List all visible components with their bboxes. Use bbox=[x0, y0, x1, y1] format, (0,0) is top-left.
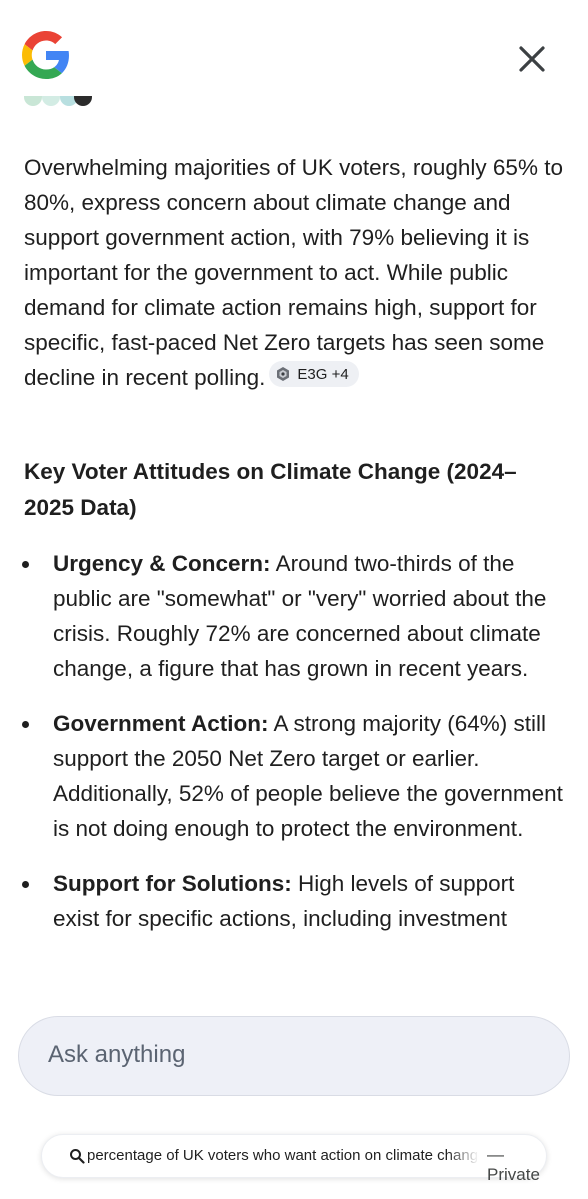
attitudes-list: Urgency & Concern: Around two-thirds of … bbox=[0, 546, 588, 956]
answer-content: Overwhelming majorities of UK voters, ro… bbox=[0, 110, 588, 998]
private-label: Private bbox=[487, 1165, 540, 1184]
list-item-title: Support for Solutions: bbox=[53, 871, 292, 896]
source-chip-label: E3G +4 bbox=[297, 365, 349, 383]
query-text: percentage of UK voters who want action … bbox=[87, 1147, 479, 1164]
google-g-icon[interactable] bbox=[22, 31, 70, 79]
header bbox=[0, 0, 588, 110]
source-avatars-remnant bbox=[22, 96, 92, 110]
ask-input-placeholder: Ask anything bbox=[48, 1041, 186, 1068]
e3g-logo-icon bbox=[277, 367, 290, 381]
private-mode-label: — Private bbox=[487, 1145, 546, 1185]
list-item: Urgency & Concern: Around two-thirds of … bbox=[0, 546, 588, 686]
answer-paragraph: Overwhelming majorities of UK voters, ro… bbox=[24, 150, 568, 395]
source-chip[interactable]: E3G +4 bbox=[269, 361, 359, 387]
query-bar[interactable]: percentage of UK voters who want action … bbox=[41, 1134, 547, 1184]
close-icon[interactable] bbox=[512, 39, 552, 79]
list-item-title: Government Action: bbox=[53, 711, 269, 736]
list-item: Government Action: A strong majority (64… bbox=[0, 706, 588, 846]
section-heading: Key Voter Attitudes on Climate Change (2… bbox=[24, 459, 517, 520]
list-item: Support for Solutions: High levels of su… bbox=[0, 866, 588, 936]
query-fade bbox=[447, 1143, 479, 1171]
list-item-text: High levels of support exist for specifi… bbox=[53, 871, 515, 931]
bullet-icon bbox=[22, 881, 29, 888]
search-icon bbox=[70, 1149, 85, 1164]
ask-input[interactable]: Ask anything bbox=[18, 1016, 570, 1096]
list-item-title: Urgency & Concern: bbox=[53, 551, 271, 576]
list-item-text: A strong majority (64%) still support th… bbox=[53, 711, 563, 841]
answer-paragraph-text: Overwhelming majorities of UK voters, ro… bbox=[24, 155, 563, 390]
bullet-icon bbox=[22, 721, 29, 728]
bullet-icon bbox=[22, 561, 29, 568]
list-item-text: Around two-thirds of the public are "som… bbox=[53, 551, 547, 681]
private-separator: — bbox=[487, 1145, 504, 1164]
